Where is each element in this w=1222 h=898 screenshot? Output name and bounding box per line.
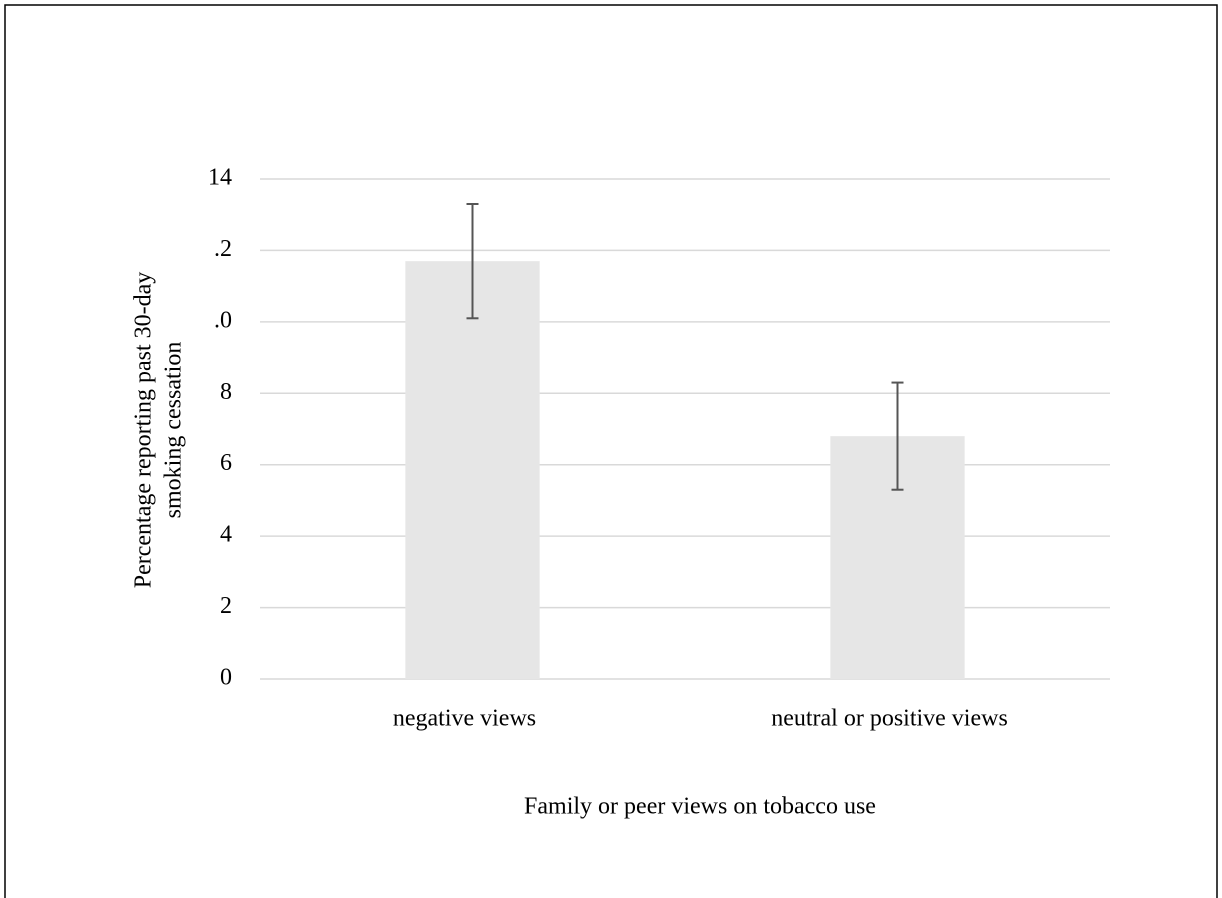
x-tick-label: neutral or positive views — [771, 706, 1008, 732]
y-tick-label: 8 — [220, 379, 232, 405]
y-tick-label: .2 — [214, 236, 232, 262]
y-tick-label: 6 — [220, 450, 232, 476]
y-tick-label: 4 — [220, 522, 232, 548]
frame — [4, 4, 1218, 898]
y-tick-label: 2 — [220, 593, 232, 619]
y-tick-label: .0 — [214, 307, 232, 333]
y-axis-title: Percentage reporting past 30-day — [131, 272, 157, 589]
y-axis-title: smoking cessation — [161, 342, 187, 519]
bar — [405, 261, 540, 679]
y-tick-label: 0 — [220, 665, 232, 691]
y-tick-label: 14 — [208, 165, 232, 191]
x-axis-title: Family or peer views on tobacco use — [524, 794, 876, 820]
x-tick-label: negative views — [393, 706, 536, 732]
